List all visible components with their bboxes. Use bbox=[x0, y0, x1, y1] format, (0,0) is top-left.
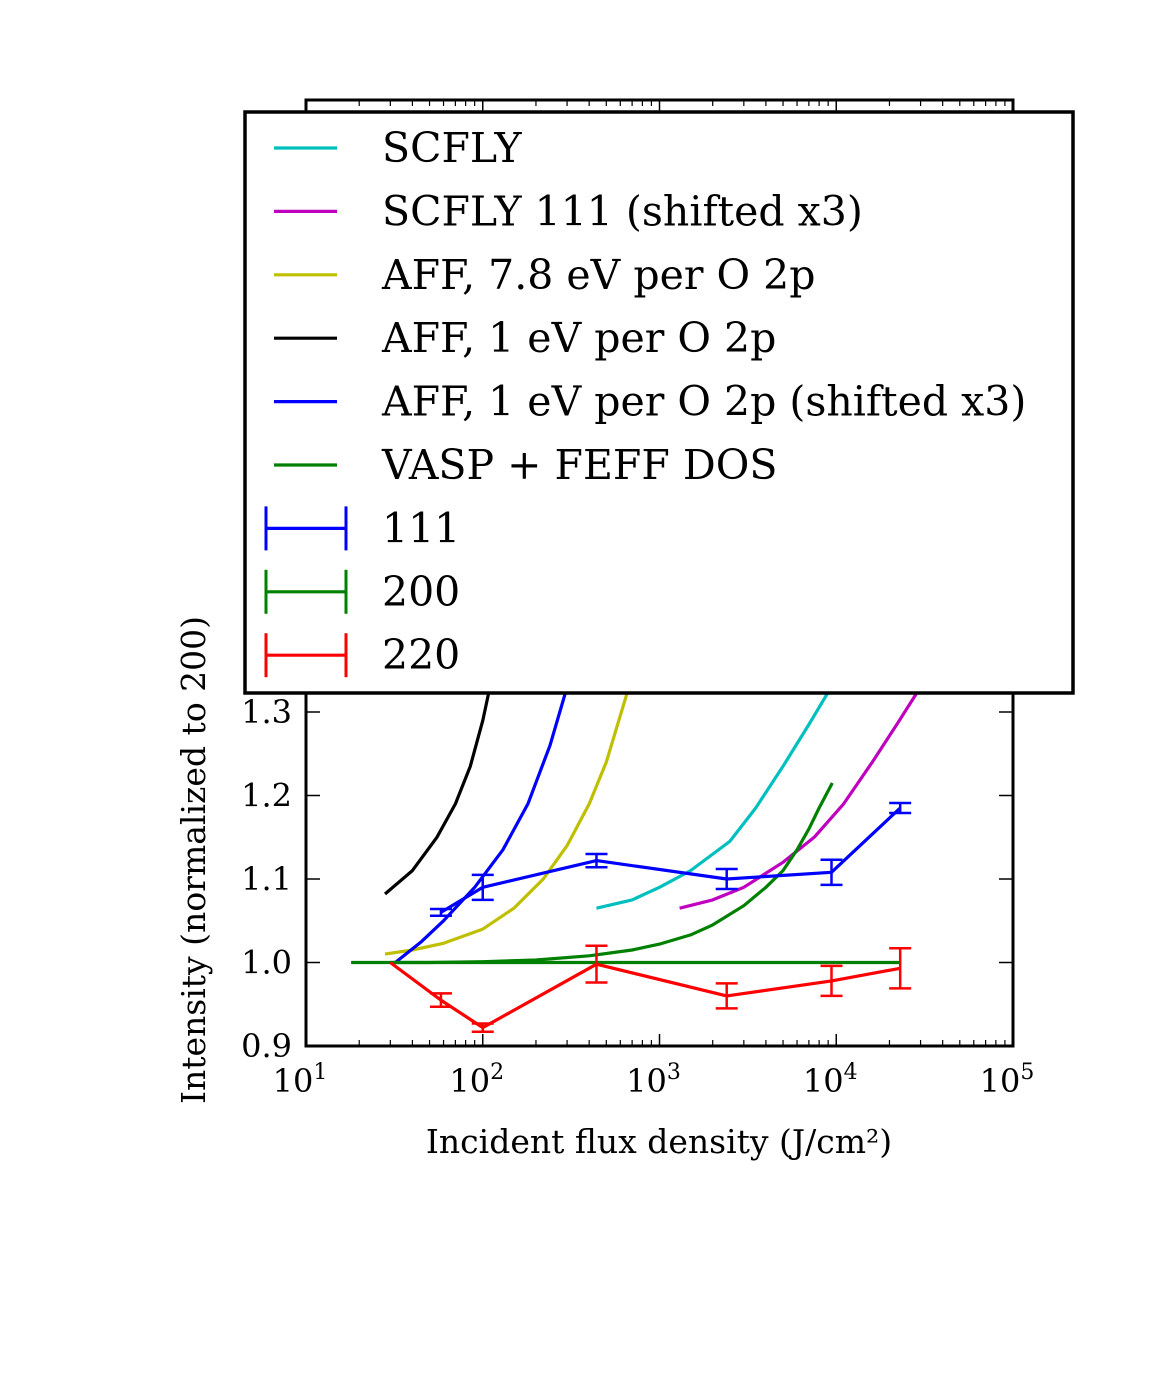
legend-label: AFF, 1 eV per O 2p bbox=[381, 314, 776, 362]
legend-label: SCFLY bbox=[382, 124, 523, 172]
series-line bbox=[596, 644, 858, 910]
series-scfly bbox=[596, 644, 858, 910]
y-axis-title: Intensity (normalized to 200) bbox=[174, 616, 213, 1104]
legend-label: AFF, 1 eV per O 2p (shifted x3) bbox=[381, 378, 1026, 426]
legend-label: AFF, 7.8 eV per O 2p bbox=[381, 251, 815, 299]
x-tick-exponent: 1 bbox=[313, 1060, 327, 1085]
legend-entry: 220 bbox=[264, 631, 460, 679]
x-tick-base: 10 bbox=[980, 1062, 1021, 1100]
series-vasp-feff-dos bbox=[351, 782, 834, 965]
legend: SCFLY SCFLY 111 (shifted x3) AFF, 7.8 eV p… bbox=[243, 110, 1075, 695]
series-line bbox=[394, 644, 581, 964]
series-111 bbox=[429, 801, 912, 917]
series-line bbox=[384, 644, 644, 956]
series-aff-1-ev-per-o-2p-shifted-x3 bbox=[394, 644, 581, 964]
legend-entry: 111 bbox=[264, 504, 460, 552]
y-tick-label: 1.3 bbox=[241, 693, 292, 731]
legend-entry: VASP + FEFF DOS bbox=[274, 441, 777, 489]
x-tick-label: 101 bbox=[273, 1060, 328, 1100]
x-tick-label: 102 bbox=[449, 1060, 504, 1100]
x-tick-base: 10 bbox=[803, 1062, 844, 1100]
series-line bbox=[679, 686, 922, 910]
legend-entry: AFF, 1 eV per O 2p (shifted x3) bbox=[274, 378, 1026, 426]
legend-label: SCFLY 111 (shifted x3) bbox=[382, 187, 863, 235]
y-tick-label: 1.1 bbox=[241, 860, 292, 898]
legend-label: 111 bbox=[382, 504, 460, 552]
legend-entries: SCFLY SCFLY 111 (shifted x3) AFF, 7.8 eV p… bbox=[264, 124, 1026, 679]
y-tick-label: 1.0 bbox=[241, 944, 292, 982]
legend-entry: 200 bbox=[264, 568, 460, 616]
series-layer bbox=[351, 644, 922, 1034]
x-tick-label: 105 bbox=[980, 1060, 1035, 1100]
legend-entry: SCFLY bbox=[274, 124, 523, 172]
x-tick-exponent: 4 bbox=[844, 1060, 858, 1085]
x-tick-exponent: 3 bbox=[667, 1060, 681, 1085]
y-tick-label: 1.2 bbox=[241, 777, 292, 815]
series-220 bbox=[389, 944, 912, 1034]
x-tick-label: 104 bbox=[803, 1060, 858, 1100]
x-axis-title: Incident flux density (J/cm²) bbox=[426, 1122, 892, 1161]
legend-label: VASP + FEFF DOS bbox=[381, 441, 777, 489]
series-aff-1-ev-per-o-2p bbox=[383, 669, 496, 896]
x-tick-base: 10 bbox=[449, 1062, 490, 1100]
series-line bbox=[440, 806, 902, 914]
legend-box bbox=[243, 110, 1075, 695]
y-tick-label: 0.9 bbox=[241, 1027, 292, 1065]
x-tick-exponent: 5 bbox=[1020, 1060, 1034, 1085]
legend-entry: SCFLY 111 (shifted x3) bbox=[274, 187, 863, 235]
legend-entry: AFF, 1 eV per O 2p bbox=[274, 314, 776, 362]
series-line bbox=[351, 782, 834, 965]
x-tick-base: 10 bbox=[273, 1062, 314, 1100]
x-tick-label: 103 bbox=[626, 1060, 681, 1100]
legend-entry: AFF, 7.8 eV per O 2p bbox=[274, 251, 815, 299]
series-aff-7-8-ev-per-o-2p bbox=[384, 644, 644, 956]
legend-label: 220 bbox=[382, 631, 460, 679]
x-tick-exponent: 2 bbox=[490, 1060, 504, 1085]
x-tick-base: 10 bbox=[626, 1062, 667, 1100]
legend-label: 200 bbox=[382, 568, 460, 616]
series-scfly-111-shifted-x3 bbox=[679, 686, 922, 910]
series-line bbox=[383, 669, 496, 896]
